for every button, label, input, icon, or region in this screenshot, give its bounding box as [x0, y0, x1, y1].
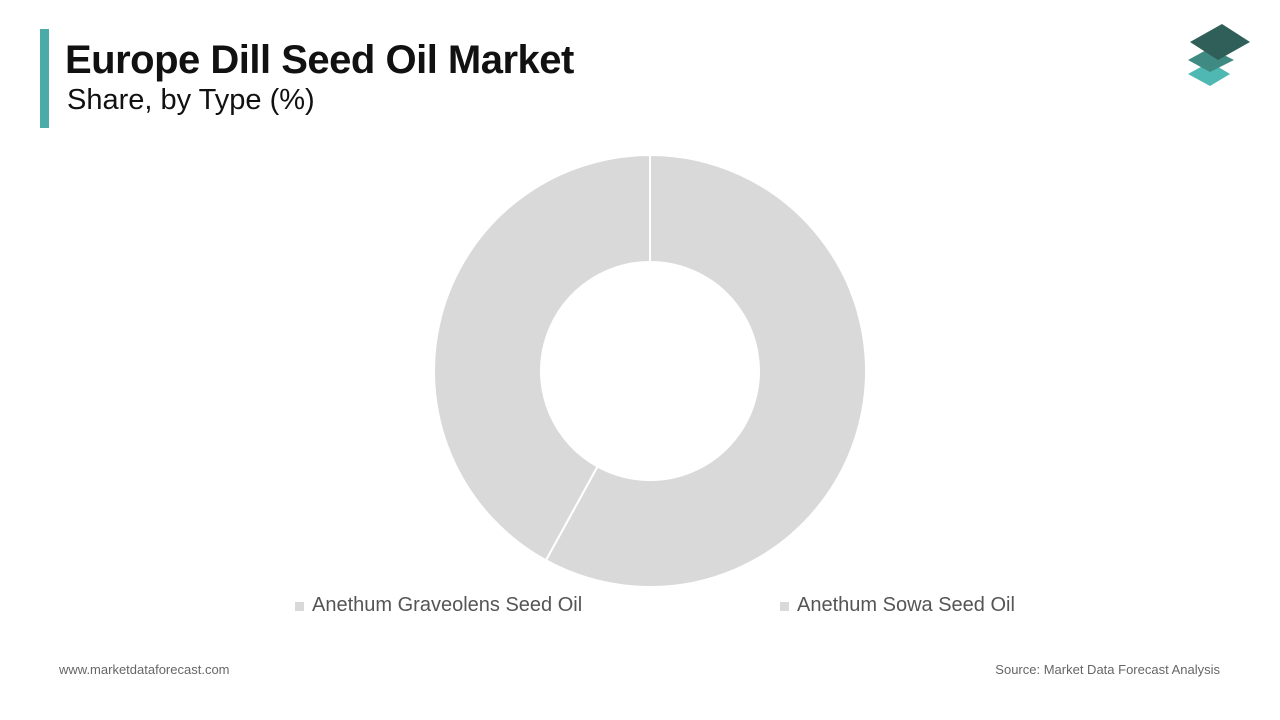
- title-accent-bar: [40, 29, 49, 128]
- legend-swatch: [780, 602, 789, 611]
- donut-slice-2: [433, 153, 651, 562]
- legend-label: Anethum Graveolens Seed Oil: [312, 594, 583, 616]
- legend-label: Anethum Sowa Seed Oil: [797, 594, 1015, 616]
- logo-layer-bottom: [1188, 62, 1230, 86]
- source-note: Source: Market Data Forecast Analysis: [995, 662, 1220, 677]
- website-url: www.marketdataforecast.com: [59, 662, 230, 677]
- donut-slice-1: [544, 153, 867, 588]
- stacked-layers-icon: [1188, 24, 1250, 86]
- logo-layer-middle: [1188, 48, 1234, 72]
- donut-slices: [433, 153, 867, 588]
- chart-subtitle: Share, by Type (%): [67, 84, 315, 116]
- legend-swatch: [295, 602, 304, 611]
- logo-layer-top: [1190, 24, 1250, 60]
- chart-title: Europe Dill Seed Oil Market: [65, 38, 574, 82]
